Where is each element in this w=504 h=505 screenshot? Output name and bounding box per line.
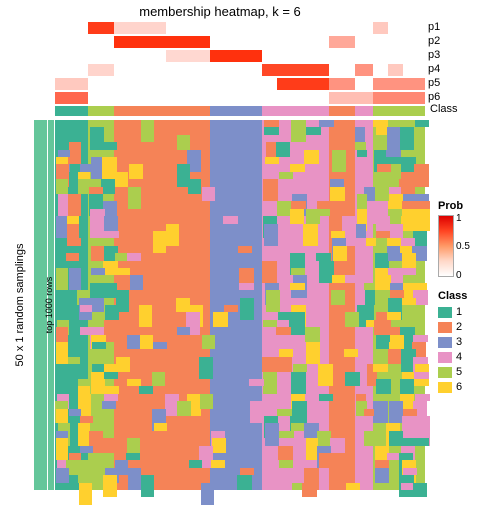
row-label-outer: 50 x 1 random samplings <box>14 120 26 490</box>
prob-legend-title: Prob <box>438 200 463 212</box>
class-annotation-bar <box>55 106 425 116</box>
prob-legend: Prob 0 0.5 1 <box>438 200 463 277</box>
class-swatch-label-2: 2 <box>456 321 462 333</box>
prob-row-p5 <box>55 78 425 90</box>
prob-tick-0: 0 <box>456 270 462 281</box>
prob-label-p5: p5 <box>428 77 440 89</box>
prob-row-p2 <box>55 36 425 48</box>
class-legend-item-3: 3 <box>438 335 467 350</box>
class-legend-item-4: 4 <box>438 350 467 365</box>
prob-tick-2: 1 <box>456 213 462 224</box>
class-legend-item-1: 1 <box>438 305 467 320</box>
class-legend: Class 1 2 3 4 5 6 <box>438 290 467 395</box>
membership-heatmap <box>55 120 425 490</box>
prob-row-p3 <box>55 50 425 62</box>
class-bar-label: Class <box>430 103 458 115</box>
prob-label-p2: p2 <box>428 35 440 47</box>
prob-label-p3: p3 <box>428 49 440 61</box>
prob-label-p1: p1 <box>428 21 440 33</box>
prob-row-p1 <box>55 22 425 34</box>
class-legend-item-6: 6 <box>438 380 467 395</box>
class-swatch-label-5: 5 <box>456 366 462 378</box>
class-legend-item-5: 5 <box>438 365 467 380</box>
class-swatch-1 <box>438 307 452 318</box>
class-swatch-5 <box>438 367 452 378</box>
class-swatch-4 <box>438 352 452 363</box>
prob-row-p6 <box>55 92 425 104</box>
prob-label-p4: p4 <box>428 63 440 75</box>
row-label-inner: top 1000 rows <box>44 120 54 490</box>
class-swatch-label-1: 1 <box>456 306 462 318</box>
prob-row-p4 <box>55 64 425 76</box>
chart-title: membership heatmap, k = 6 <box>0 4 440 19</box>
class-swatch-label-6: 6 <box>456 381 462 393</box>
class-swatch-2 <box>438 322 452 333</box>
class-swatch-label-3: 3 <box>456 336 462 348</box>
prob-gradient: 0 0.5 1 <box>438 215 454 277</box>
class-swatch-6 <box>438 382 452 393</box>
class-legend-item-2: 2 <box>438 320 467 335</box>
class-swatch-3 <box>438 337 452 348</box>
prob-label-p6: p6 <box>428 91 440 103</box>
class-swatch-label-4: 4 <box>456 351 462 363</box>
prob-tick-1: 0.5 <box>456 241 470 252</box>
class-legend-title: Class <box>438 290 467 302</box>
